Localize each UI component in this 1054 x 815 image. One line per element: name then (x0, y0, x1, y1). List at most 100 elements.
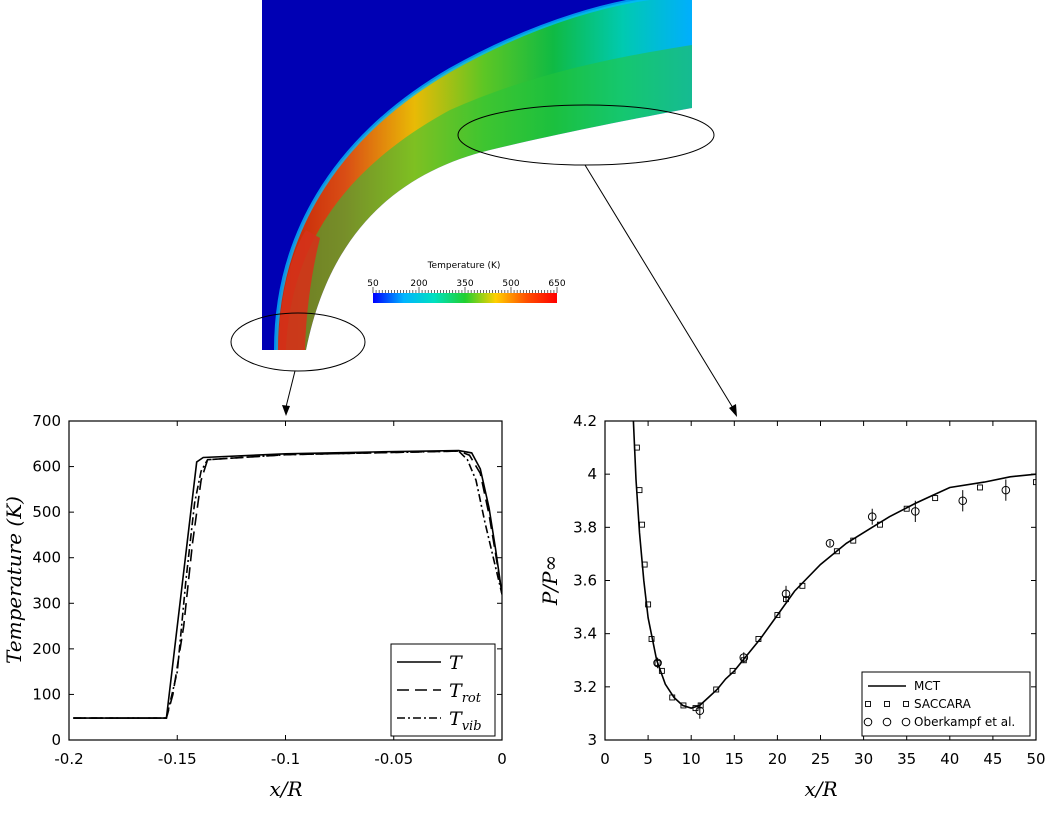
right-legend-sample (884, 701, 890, 707)
left-y-axis-label: Temperature (K) (2, 496, 26, 664)
data-point-saccara (833, 548, 840, 555)
data-point-saccara (633, 444, 640, 451)
x-tick-label: 45 (983, 750, 1002, 768)
right-legend-sample (903, 701, 909, 707)
data-point-saccara (799, 582, 806, 589)
y-tick-label: 300 (32, 594, 61, 612)
x-tick-label: -0.05 (374, 750, 413, 768)
temperature-profile-chart: -0.2 -0.15 -0.1 -0.05 0 0 100 200 300 400 500 600 7… (2, 412, 507, 801)
y-tick-label: 100 (32, 685, 61, 703)
x-tick-label: 25 (811, 750, 830, 768)
x-tick-label: 15 (725, 750, 744, 768)
data-point-oberkampf-et-al (911, 507, 920, 516)
y-tick-label: 3 (587, 731, 597, 749)
x-tick-label: 5 (643, 750, 653, 768)
data-point-oberkampf-et-al (958, 496, 968, 506)
body-surface (306, 108, 692, 350)
y-tick-label: 3.4 (573, 625, 597, 643)
data-point-saccara (932, 495, 939, 502)
colorbar-tick-label: 650 (548, 279, 565, 289)
data-point-saccara (639, 521, 646, 528)
data-point-saccara (755, 636, 762, 642)
right-y-axis-ticks: 3 3.2 3.4 3.6 3.8 4 4.2 (573, 412, 1036, 749)
data-point-saccara (903, 505, 910, 512)
data-point-saccara (648, 636, 655, 642)
x-tick-label: 10 (682, 750, 701, 768)
right-legend-label: SACCARA (914, 697, 972, 711)
data-point-saccara (1033, 479, 1036, 486)
data-point-saccara (877, 521, 883, 528)
data-point-saccara (680, 702, 687, 709)
left-legend-label: Tvib (449, 708, 482, 734)
right-legend-sample (863, 717, 873, 727)
right-legend-sample (882, 717, 892, 727)
colorbar-tick-marks (372, 287, 558, 293)
left-x-axis-ticks: -0.2 -0.15 -0.1 -0.05 0 (54, 421, 507, 768)
data-point-saccara (697, 702, 704, 709)
y-tick-label: 3.8 (573, 518, 597, 536)
stagnation-hot-region (278, 230, 320, 350)
stagnation-zoom-ellipse (230, 312, 366, 372)
data-point-oberkampf-et-al (825, 538, 835, 548)
left-legend-label: Trot (449, 680, 482, 706)
left-legend-label: T (449, 652, 463, 674)
data-point-oberkampf-et-al (1001, 485, 1011, 495)
x-tick-label: 0 (600, 750, 610, 768)
data-point-saccara (713, 686, 720, 693)
left-y-axis-ticks: 0 100 200 300 400 500 600 700 (32, 412, 502, 749)
data-point-oberkampf-et-al (781, 589, 791, 599)
right-pointer-arrowhead (729, 404, 737, 417)
x-tick-label: 30 (854, 750, 873, 768)
y-tick-label: 600 (32, 458, 61, 476)
right-legend-label: Oberkampf et al. (914, 715, 1015, 729)
x-tick-label: 20 (768, 750, 787, 768)
data-point-saccara (636, 487, 643, 494)
series-line-mct (632, 421, 1036, 709)
y-tick-label: 3.2 (573, 678, 597, 696)
x-tick-label: 40 (940, 750, 959, 768)
data-point-saccara (645, 601, 652, 608)
right-legend-box (861, 671, 1031, 737)
left-pointer-line (285, 370, 296, 408)
data-point-saccara (729, 667, 736, 674)
y-tick-label: 4.2 (573, 412, 597, 430)
colorbar-gradient (373, 293, 557, 303)
y-tick-label: 400 (32, 549, 61, 567)
right-y-axis-label: P/P∞ (538, 555, 562, 606)
right-legend: MCT SACCARA Oberkampf et al. (861, 671, 1031, 737)
right-pointer-line (584, 164, 734, 409)
series-line-t-vib (73, 450, 502, 719)
y-tick-label: 700 (32, 412, 61, 430)
colorbar-tick-label: 350 (456, 279, 473, 289)
y-tick-label: 200 (32, 640, 61, 658)
data-point-saccara (641, 561, 648, 568)
colorbar-title: Temperature (K) (427, 261, 501, 271)
pressure-distribution-chart: 0 5 10 15 20 25 30 35 40 45 50 3 3.2 3.4 3.6 3.8 4 4.2 x… (538, 412, 1046, 801)
x-tick-label: -0.2 (54, 750, 83, 768)
y-tick-label: 3.6 (573, 572, 597, 590)
data-point-oberkampf-et-al (739, 653, 749, 662)
x-tick-label: 50 (1026, 750, 1045, 768)
right-x-axis-label: x/R (804, 777, 837, 801)
y-tick-label: 500 (32, 503, 61, 521)
data-point-saccara (658, 667, 665, 674)
colorbar-tick-labels: 50 200 350 500 650 (367, 279, 566, 289)
temperature-contour-image (262, 0, 692, 350)
data-point-oberkampf-et-al (695, 706, 705, 716)
x-tick-label: -0.15 (158, 750, 197, 768)
x-tick-label: -0.1 (271, 750, 300, 768)
colorbar-tick-label: 500 (502, 279, 519, 289)
shock-front-line (274, 0, 651, 350)
shock-layer-core (286, 45, 692, 350)
colorbar-tick-label: 200 (410, 279, 427, 289)
left-x-axis-label: x/R (269, 777, 302, 801)
data-point-saccara (850, 537, 857, 544)
right-legend-label: MCT (914, 679, 941, 693)
colorbar: Temperature (K) 50 200 350 500 650 (367, 261, 566, 303)
data-point-oberkampf-et-al (653, 658, 662, 668)
data-point-saccara (669, 694, 676, 701)
left-pointer-arrowhead (282, 405, 290, 416)
y-tick-label: 0 (51, 731, 61, 749)
